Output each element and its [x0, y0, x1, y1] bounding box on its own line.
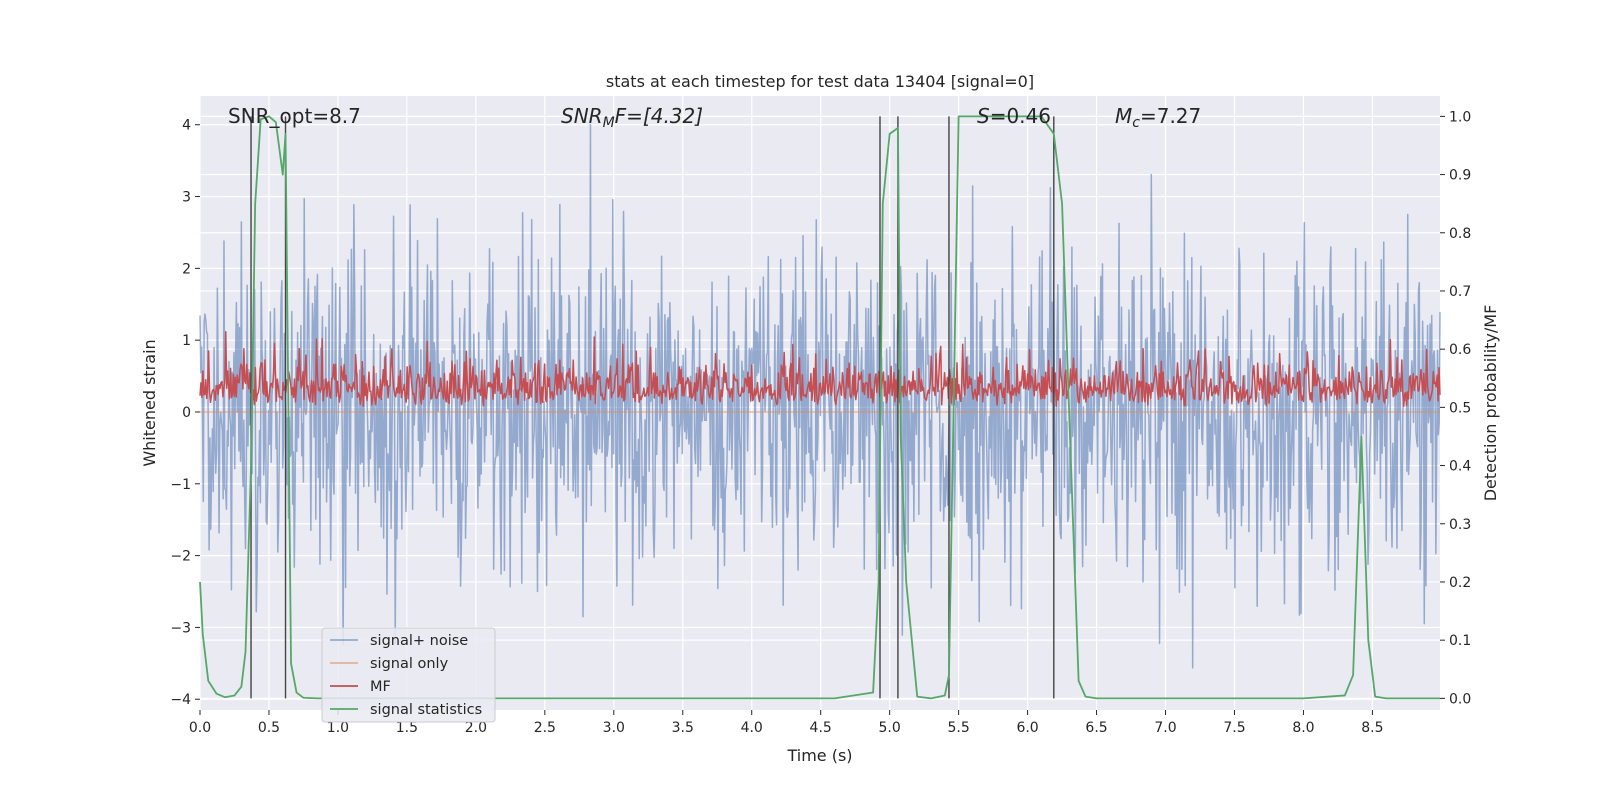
x-tick-label: 4.0: [741, 720, 763, 736]
y-right-tick-label: 0.6: [1449, 342, 1471, 358]
y-tick-label: 2: [182, 261, 191, 277]
y-right-axis-label: Detection probability/MF: [1481, 305, 1500, 502]
y-right-tick-label: 0.9: [1449, 168, 1471, 184]
x-tick-label: 0.5: [258, 720, 280, 736]
x-axis-label: Time (s): [786, 746, 852, 765]
x-tick-label: 5.5: [947, 720, 969, 736]
y-tick-label: 4: [182, 118, 191, 134]
y-right-tick-label: 0.0: [1449, 691, 1471, 707]
y-tick-label: −4: [170, 692, 191, 708]
annotation-mc-sub: c: [1132, 115, 1140, 131]
annotation-snr-mf-sub: M: [603, 115, 615, 131]
x-tick-label: 3.5: [672, 720, 694, 736]
annotation-mc-symbol: M: [1115, 104, 1132, 128]
y-right-tick-label: 0.3: [1449, 517, 1471, 533]
y-right-tick-label: 1.0: [1449, 109, 1471, 125]
x-tick-label: 6.0: [1016, 720, 1038, 736]
legend-box: [321, 627, 496, 723]
annotation-snr-mf-symbol: SNR: [561, 104, 603, 128]
legend-label-mf: MF: [370, 679, 391, 695]
y-right-tick-label: 0.1: [1449, 633, 1471, 649]
annotation-s-symbol: S: [977, 104, 990, 128]
y-axis-label: Whitened strain: [140, 339, 159, 466]
chart-title: stats at each timestep for test data 134…: [606, 72, 1034, 91]
annotation-snr-mf-rest: F=[4.32]: [615, 104, 703, 128]
x-axis-ticks: 0.0 0.5 1.0 1.5 2.0 2.5 3.0 3.5 4.0 4.5 5.0 5.5 6.0 6…: [189, 710, 1384, 736]
y-right-tick-label: 0.2: [1449, 575, 1471, 591]
y-right-tick-label: 0.8: [1449, 226, 1471, 242]
annotation-s: S=0.46: [977, 104, 1051, 128]
x-tick-label: 1.5: [396, 720, 418, 736]
annotation-snr-opt: SNR_opt=8.7: [228, 104, 361, 128]
x-tick-label: 7.5: [1223, 720, 1245, 736]
x-tick-label: 0.0: [189, 720, 211, 736]
line-signal-statistics: [199, 115, 1440, 700]
legend: signal+ noise signal only MF signal stat…: [321, 627, 496, 723]
x-tick-label: 5.0: [879, 720, 901, 736]
x-tick-label: 8.5: [1361, 720, 1383, 736]
x-tick-label: 1.0: [327, 720, 349, 736]
y-axis-ticks: 4 3 2 1 0 −1 −2 −3 −4: [170, 118, 200, 708]
y-right-tick-label: 0.4: [1449, 459, 1471, 475]
legend-label-signal-noise: signal+ noise: [370, 633, 468, 649]
x-tick-label: 2.0: [465, 720, 487, 736]
y-tick-label: 0: [182, 405, 191, 421]
x-tick-label: 8.0: [1292, 720, 1314, 736]
y-tick-label: 1: [182, 333, 191, 349]
annotation-mc-value: =7.27: [1140, 104, 1201, 128]
y-tick-label: −3: [170, 620, 191, 636]
annotation-s-value: =0.46: [990, 104, 1051, 128]
x-tick-label: 6.5: [1085, 720, 1107, 736]
y-right-tick-label: 0.7: [1449, 284, 1471, 300]
legend-label-signal-statistics: signal statistics: [370, 702, 482, 718]
annotation-snr-mf: SNRMF=[4.32]: [561, 104, 703, 131]
y-right-axis-ticks: 1.0 0.9 0.8 0.7 0.6 0.5 0.4 0.3 0.2 0.1 0.0: [1440, 109, 1471, 707]
line-mf: [199, 330, 1441, 407]
series-mf: [199, 330, 1441, 407]
y-tick-label: 3: [182, 190, 191, 206]
x-tick-label: 2.5: [534, 720, 556, 736]
x-tick-label: 4.5: [810, 720, 832, 736]
y-tick-label: −2: [170, 549, 191, 565]
legend-label-signal-only: signal only: [370, 656, 449, 672]
series-signal-statistics: [199, 115, 1440, 700]
annotation-mc: Mc=7.27: [1115, 104, 1201, 131]
x-tick-label: 7.0: [1154, 720, 1176, 736]
x-tick-label: 3.0: [603, 720, 625, 736]
y-right-tick-label: 0.5: [1449, 400, 1471, 416]
y-tick-label: −1: [170, 477, 191, 493]
